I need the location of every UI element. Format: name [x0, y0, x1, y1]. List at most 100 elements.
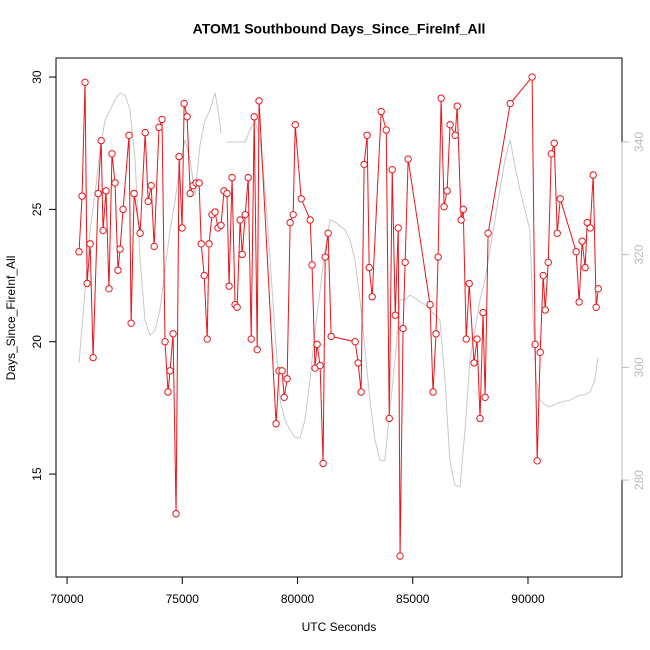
point — [533, 457, 541, 465]
point — [541, 306, 549, 314]
y2-tick-label: 280 — [632, 470, 646, 490]
y2-tick-label: 340 — [632, 132, 646, 152]
point — [592, 303, 600, 312]
point — [200, 271, 208, 280]
point — [119, 205, 127, 214]
x-tick-label: 70000 — [50, 592, 84, 606]
y2-tick-label: 300 — [632, 357, 646, 377]
point — [594, 285, 602, 293]
point — [127, 319, 135, 327]
point — [197, 240, 205, 248]
point — [401, 258, 409, 267]
point — [203, 335, 211, 343]
point — [556, 195, 564, 203]
point — [228, 173, 236, 182]
point — [141, 128, 149, 137]
point — [429, 388, 437, 396]
point — [388, 165, 396, 174]
x-tick-label: 90000 — [511, 592, 545, 606]
point — [536, 348, 544, 357]
point — [255, 97, 263, 105]
plot-frame — [55, 57, 623, 578]
point — [589, 171, 597, 179]
point — [399, 324, 407, 333]
point — [446, 120, 454, 129]
point — [586, 224, 594, 232]
point — [547, 150, 555, 158]
point — [155, 123, 163, 132]
point — [531, 340, 539, 349]
point — [481, 393, 489, 401]
point — [465, 279, 473, 288]
point — [175, 152, 183, 161]
point — [432, 330, 440, 338]
point — [247, 335, 255, 343]
point — [236, 216, 244, 224]
point — [166, 367, 174, 375]
point — [306, 216, 314, 224]
y-tick-label: 25 — [30, 202, 44, 216]
point — [150, 242, 158, 251]
series-line — [78, 75, 599, 557]
point — [313, 340, 321, 349]
point — [324, 229, 332, 237]
point — [575, 298, 583, 306]
point — [116, 245, 124, 253]
point — [86, 240, 94, 248]
point — [316, 361, 324, 370]
point — [391, 311, 399, 319]
point — [169, 330, 177, 338]
point — [578, 237, 586, 245]
y-tick-label: 30 — [30, 70, 44, 84]
point — [195, 179, 203, 187]
point — [382, 126, 390, 134]
point — [360, 160, 368, 169]
point — [99, 226, 107, 235]
point — [278, 367, 286, 375]
point — [286, 218, 294, 227]
point — [327, 332, 335, 341]
point — [291, 120, 299, 129]
point — [479, 308, 487, 317]
point — [241, 210, 249, 219]
point — [217, 221, 225, 229]
point — [404, 155, 412, 163]
point — [457, 216, 465, 224]
y2-tick-label: 320 — [632, 244, 646, 264]
point — [544, 258, 552, 267]
point — [351, 338, 359, 346]
y-tick-label: 20 — [30, 335, 44, 349]
point — [108, 150, 116, 158]
point — [453, 102, 461, 110]
y-axis-label: Days_Since_FireInf_All — [4, 256, 18, 381]
point — [289, 210, 297, 219]
point — [385, 414, 393, 423]
point — [572, 248, 580, 256]
point — [470, 359, 478, 367]
point — [451, 131, 459, 139]
point — [476, 414, 484, 423]
point — [440, 203, 448, 211]
point — [164, 388, 172, 396]
chart-title: ATOM1 Southbound Days_Since_FireInf_All — [193, 21, 486, 37]
point — [280, 393, 288, 401]
series-line — [78, 92, 599, 488]
point — [178, 224, 186, 232]
point — [462, 335, 470, 343]
x-tick-label: 80000 — [281, 592, 315, 606]
x-tick-label: 75000 — [166, 592, 200, 606]
point — [354, 359, 362, 367]
point — [553, 229, 561, 237]
point — [443, 187, 451, 195]
point — [484, 229, 492, 237]
point — [233, 303, 241, 312]
point — [144, 197, 152, 206]
point — [125, 131, 133, 139]
point — [158, 115, 166, 124]
point — [357, 388, 365, 396]
point — [94, 189, 102, 198]
point — [394, 224, 402, 232]
point — [97, 136, 105, 145]
